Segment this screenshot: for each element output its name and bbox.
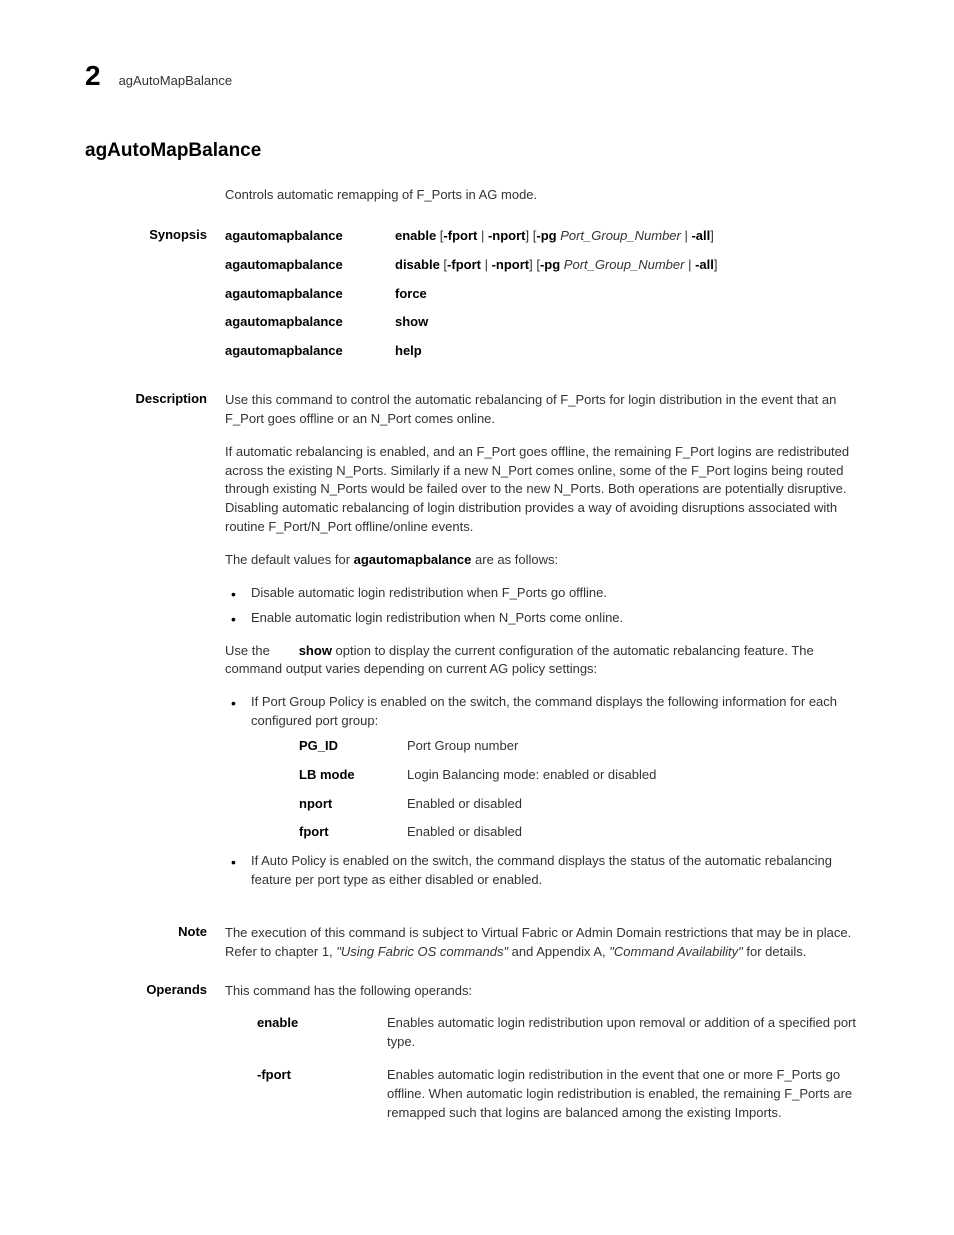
description-paragraph: If automatic rebalancing is enabled, and…	[225, 443, 869, 537]
synopsis-cmd: agautomapbalance	[225, 285, 395, 304]
description-paragraph: The default values for agautomapbalance …	[225, 551, 869, 570]
page-header: 2 agAutoMapBalance	[85, 60, 869, 92]
definition-desc: Enabled or disabled	[407, 823, 869, 842]
synopsis-args: show	[395, 313, 869, 332]
list-item: If Port Group Policy is enabled on the s…	[225, 693, 869, 842]
operand-desc: Enables automatic login redistribution u…	[387, 1014, 869, 1052]
synopsis-cmd: agautomapbalance	[225, 342, 395, 361]
synopsis-cmd: agautomapbalance	[225, 256, 395, 275]
synopsis-args: enable [-fport | -nport] [-pg Port_Group…	[395, 227, 869, 246]
policy-list: If Port Group Policy is enabled on the s…	[225, 693, 869, 890]
definition-row: fport Enabled or disabled	[299, 823, 869, 842]
note-body: The execution of this command is subject…	[225, 924, 869, 962]
synopsis-cmd: agautomapbalance	[225, 227, 395, 246]
operand-desc: Enables automatic login redistribution i…	[387, 1066, 869, 1123]
chapter-number: 2	[85, 60, 101, 92]
note-section: Note The execution of this command is su…	[85, 924, 869, 962]
operands-body: This command has the following operands:…	[225, 982, 869, 1137]
synopsis-args: help	[395, 342, 869, 361]
definition-table: PG_ID Port Group number LB mode Login Ba…	[299, 737, 869, 842]
description-body: Use this command to control the automati…	[225, 391, 869, 904]
header-command-name: agAutoMapBalance	[119, 73, 232, 88]
synopsis-row: agautomapbalance force	[225, 285, 869, 304]
synopsis-args: disable [-fport | -nport] [-pg Port_Grou…	[395, 256, 869, 275]
definition-row: PG_ID Port Group number	[299, 737, 869, 756]
synopsis-args: force	[395, 285, 869, 304]
list-item: Disable automatic login redistribution w…	[225, 584, 869, 603]
synopsis-cmd: agautomapbalance	[225, 313, 395, 332]
synopsis-row: agautomapbalance help	[225, 342, 869, 361]
synopsis-row: agautomapbalance enable [-fport | -nport…	[225, 227, 869, 246]
description-label: Description	[85, 391, 225, 406]
definition-term: nport	[299, 795, 407, 814]
synopsis-section: Synopsis agautomapbalance enable [-fport…	[85, 227, 869, 371]
list-item: Enable automatic login redistribution wh…	[225, 609, 869, 628]
operands-section: Operands This command has the following …	[85, 982, 869, 1137]
definition-desc: Port Group number	[407, 737, 869, 756]
page-title: agAutoMapBalance	[85, 140, 869, 162]
description-paragraph: Use this command to control the automati…	[225, 391, 869, 429]
operand-row: -fport Enables automatic login redistrib…	[257, 1066, 869, 1123]
operand-row: enable Enables automatic login redistrib…	[257, 1014, 869, 1052]
synopsis-row: agautomapbalance disable [-fport | -npor…	[225, 256, 869, 275]
definition-row: nport Enabled or disabled	[299, 795, 869, 814]
description-section: Description Use this command to control …	[85, 391, 869, 904]
operand-term: enable	[257, 1014, 387, 1033]
page-container: 2 agAutoMapBalance agAutoMapBalance Cont…	[0, 0, 954, 1217]
definition-row: LB mode Login Balancing mode: enabled or…	[299, 766, 869, 785]
definition-term: fport	[299, 823, 407, 842]
operands-label: Operands	[85, 982, 225, 997]
description-paragraph: Use the show option to display the curre…	[225, 642, 869, 680]
definition-desc: Login Balancing mode: enabled or disable…	[407, 766, 869, 785]
intro-text: Controls automatic remapping of F_Ports …	[225, 186, 869, 205]
operand-term: -fport	[257, 1066, 387, 1085]
synopsis-body: agautomapbalance enable [-fport | -nport…	[225, 227, 869, 371]
operands-intro: This command has the following operands:	[225, 982, 869, 1001]
definition-term: PG_ID	[299, 737, 407, 756]
defaults-list: Disable automatic login redistribution w…	[225, 584, 869, 628]
synopsis-row: agautomapbalance show	[225, 313, 869, 332]
synopsis-label: Synopsis	[85, 227, 225, 242]
list-item: If Auto Policy is enabled on the switch,…	[225, 852, 869, 890]
definition-term: LB mode	[299, 766, 407, 785]
definition-desc: Enabled or disabled	[407, 795, 869, 814]
note-label: Note	[85, 924, 225, 939]
